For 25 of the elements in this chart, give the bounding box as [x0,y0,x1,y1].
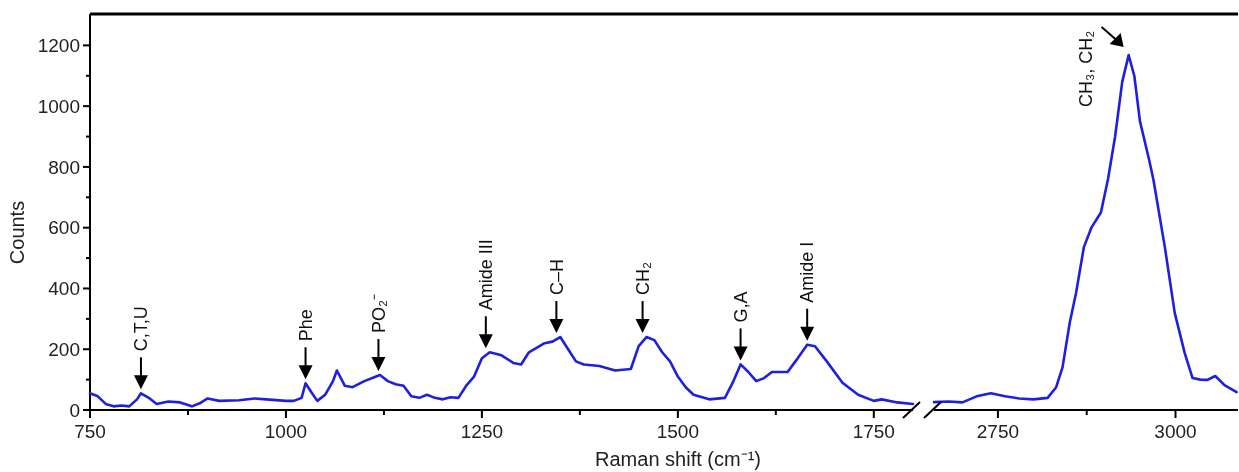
x-tick-label: 1000 [264,421,308,442]
x-tick-label: 1750 [852,421,895,442]
annotation: Amide III [476,239,497,311]
x-tick-label: 3000 [1154,421,1197,442]
x-tick-label: 1250 [460,421,504,442]
annotation: Phe [295,309,316,342]
y-tick-label: 800 [48,156,80,178]
y-tick-label: 1200 [37,35,80,57]
y-tick-label: 600 [48,217,80,239]
annotation: C–H [546,259,567,296]
y-tick-label: 200 [48,338,80,360]
x-tick-label: 1500 [656,421,699,442]
y-tick-label: 400 [48,278,80,300]
x-axis-title: Raman shift (cm⁻¹) [595,448,761,470]
annotation: C,T,U [131,306,152,352]
y-tick-label: 1000 [37,95,80,117]
y-tick-label: 0 [69,399,80,421]
x-tick-label: 2750 [976,421,1020,442]
annotation: PO₂⁻ [368,294,389,334]
annotation: CH₃, CH₂ [1075,30,1096,108]
annotation: CH₂ [632,262,653,296]
x-tick-label: 750 [74,421,106,442]
annotation: Amide I [797,241,818,303]
annotation: G,A [730,291,751,323]
y-axis-title: Counts [6,200,28,265]
